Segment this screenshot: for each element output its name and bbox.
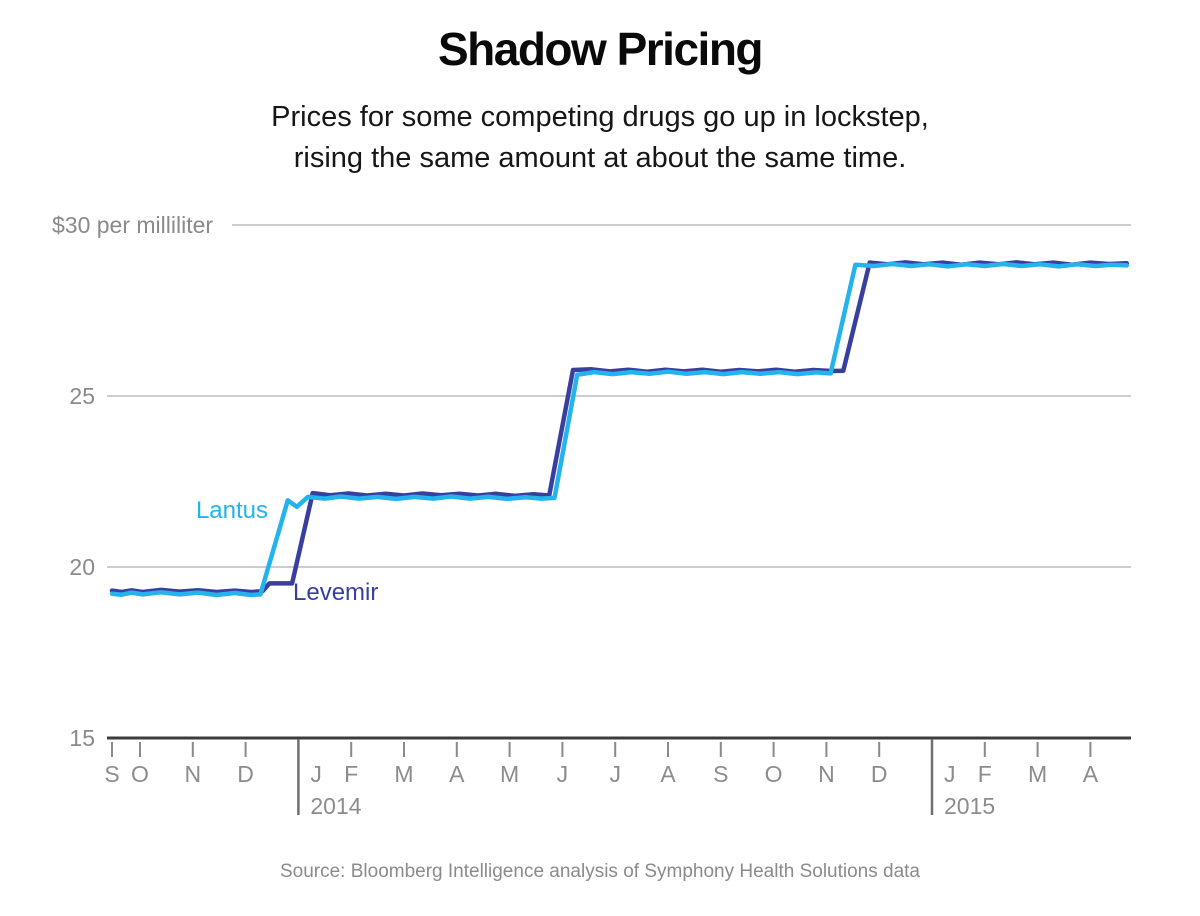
year-label-2014: 2014 <box>310 793 361 819</box>
month-label: N <box>818 761 835 787</box>
month-label: F <box>978 761 992 787</box>
y-axis-label-25: 25 <box>69 383 95 409</box>
month-label: J <box>609 761 621 787</box>
subtitle-line-1: Prices for some competing drugs go up in… <box>271 101 929 133</box>
month-label: J <box>557 761 569 787</box>
month-label: A <box>1083 761 1099 787</box>
year-label-2015: 2015 <box>944 793 995 819</box>
y-axis-label-15: 15 <box>69 725 95 751</box>
month-label: S <box>713 761 728 787</box>
month-label: A <box>449 761 465 787</box>
month-label: D <box>237 761 254 787</box>
y-axis-label-30: $30 per milliliter <box>52 212 213 238</box>
month-label: F <box>344 761 358 787</box>
month-label: J <box>944 761 956 787</box>
month-label: M <box>1028 761 1047 787</box>
series-line-levemir <box>109 260 1130 595</box>
series-label-levemir: Levemir <box>293 579 378 606</box>
month-label: N <box>184 761 201 787</box>
series-label-lantus: Lantus <box>196 497 268 524</box>
month-label: O <box>131 761 149 787</box>
month-label: M <box>500 761 519 787</box>
month-label: S <box>104 761 119 787</box>
subtitle-line-2: rising the same amount at about the same… <box>293 142 907 174</box>
month-label: A <box>660 761 676 787</box>
source-note: Source: Bloomberg Intelligence analysis … <box>279 861 921 882</box>
month-label: M <box>394 761 413 787</box>
month-label: O <box>765 761 783 787</box>
series-line-lantus <box>109 261 1130 598</box>
chart-title: Shadow Pricing <box>437 23 764 75</box>
month-label: J <box>310 761 322 787</box>
y-axis-label-20: 20 <box>69 554 95 580</box>
month-label: D <box>871 761 888 787</box>
chart-subtitle: Prices for some competing drugs go up in… <box>0 97 1200 179</box>
